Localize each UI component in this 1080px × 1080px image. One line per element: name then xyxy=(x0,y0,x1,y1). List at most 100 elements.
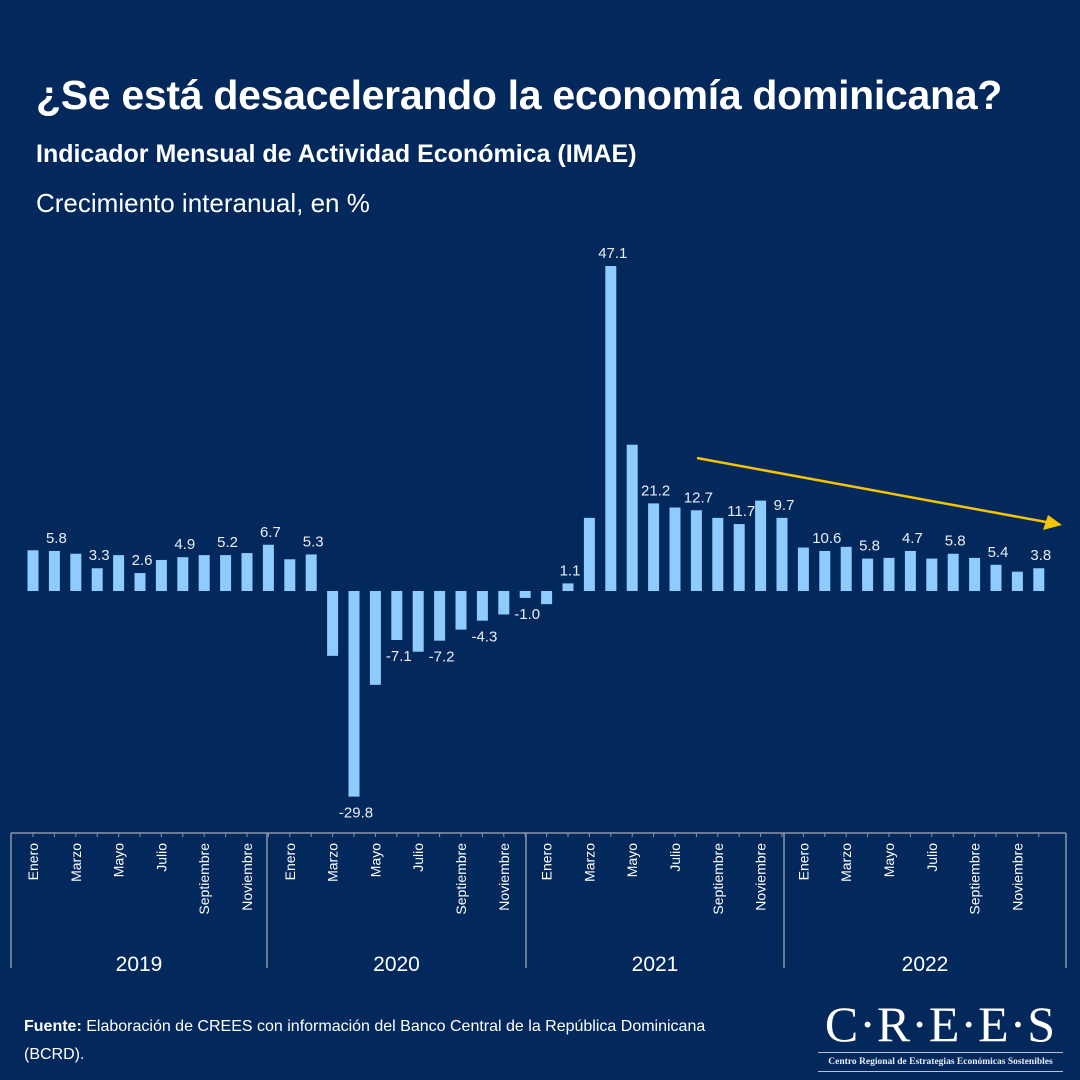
chart-subtitle: Indicador Mensual de Actividad Económica… xyxy=(36,140,637,168)
x-tick-label: Enero xyxy=(795,843,811,881)
bar xyxy=(776,517,788,591)
data-label: 10.6 xyxy=(812,530,841,547)
x-tick-label: Mayo xyxy=(624,843,640,877)
data-label: -1.0 xyxy=(514,606,540,623)
x-tick-label: Septiembre xyxy=(196,843,212,915)
x-tick-label: Enero xyxy=(539,843,555,881)
trend-arrow-head-icon xyxy=(1043,515,1062,530)
bar xyxy=(198,555,210,591)
bar xyxy=(562,583,574,591)
data-label: 5.4 xyxy=(988,544,1009,561)
bar xyxy=(626,444,638,591)
bar xyxy=(91,568,103,591)
logo-tagline: Centro Regional de Estrategias Económica… xyxy=(828,1057,1053,1067)
x-tick-label: Mayo xyxy=(111,843,127,877)
bar xyxy=(220,555,232,591)
data-label: 9.7 xyxy=(774,497,795,514)
bar xyxy=(412,591,424,652)
bar xyxy=(1033,568,1045,591)
year-label: 2020 xyxy=(373,953,420,976)
bar xyxy=(348,591,360,797)
x-tick-label: Noviembre xyxy=(239,843,255,911)
bar xyxy=(305,554,317,591)
data-label: 11.7 xyxy=(727,503,755,520)
bar xyxy=(862,558,874,591)
bar xyxy=(155,559,167,591)
data-label: -4.3 xyxy=(471,629,497,646)
logo-rule xyxy=(818,1052,1063,1053)
logo-name: C·R·E·E·S xyxy=(824,996,1057,1052)
bar xyxy=(241,553,253,591)
bar xyxy=(70,553,82,591)
data-label: 5.8 xyxy=(859,538,880,555)
bar xyxy=(519,591,531,598)
data-label: -29.8 xyxy=(339,805,373,822)
bar xyxy=(648,503,660,591)
year-label: 2019 xyxy=(116,953,163,976)
x-tick-label: Julio xyxy=(410,843,426,872)
source-note: Fuente: Elaboración de CREES con informa… xyxy=(24,1013,744,1069)
trend-arrow-line xyxy=(696,456,1047,524)
data-label: 5.8 xyxy=(945,533,966,550)
bar xyxy=(327,591,339,656)
chart-title: ¿Se está desacelerando la economía domin… xyxy=(36,72,1002,118)
data-label: 3.3 xyxy=(89,547,110,564)
bar xyxy=(690,510,702,591)
year-label: 2021 xyxy=(632,953,679,976)
bar xyxy=(369,591,381,685)
x-tick-label: Noviembre xyxy=(496,843,512,911)
data-label: 47.1 xyxy=(598,245,627,262)
x-tick-label: Septiembre xyxy=(453,843,469,915)
data-label: -7.2 xyxy=(429,649,455,666)
x-tick-label: Marzo xyxy=(581,843,597,882)
x-tick-label: Mayo xyxy=(367,843,383,877)
year-label: 2022 xyxy=(902,953,949,976)
data-label: 5.2 xyxy=(217,534,238,551)
bar xyxy=(113,555,125,591)
data-label: 1.1 xyxy=(560,562,581,579)
bar xyxy=(969,557,981,591)
bar xyxy=(840,546,852,591)
bar xyxy=(583,517,595,591)
bar xyxy=(134,573,146,591)
x-tick-label: Julio xyxy=(153,843,169,872)
bar xyxy=(1011,571,1023,591)
data-label: 4.7 xyxy=(902,530,923,547)
x-tick-label: Noviembre xyxy=(1009,843,1025,911)
bar xyxy=(819,550,831,591)
bar xyxy=(926,558,938,591)
bar xyxy=(541,591,553,605)
x-tick-label: Julio xyxy=(924,843,940,872)
bar xyxy=(883,557,895,591)
x-tick-label: Enero xyxy=(282,843,298,881)
data-label: 6.7 xyxy=(260,524,281,541)
x-tick-label: Septiembre xyxy=(710,843,726,915)
crees-logo: C·R·E·E·S Centro Regional de Estrategias… xyxy=(818,998,1063,1074)
x-tick-label: Noviembre xyxy=(753,843,769,911)
x-tick-label: Marzo xyxy=(838,843,854,882)
bar xyxy=(733,524,745,591)
data-label: 5.8 xyxy=(46,530,67,547)
bar xyxy=(797,547,809,591)
bar xyxy=(455,591,467,630)
x-tick-label: Julio xyxy=(667,843,683,872)
bar xyxy=(476,591,488,621)
x-tick-label: Mayo xyxy=(881,843,897,877)
data-label: 3.8 xyxy=(1030,547,1051,564)
data-label: 21.2 xyxy=(641,482,670,499)
data-label: -7.1 xyxy=(386,648,412,665)
x-tick-label: Marzo xyxy=(325,843,341,882)
bar xyxy=(434,591,446,641)
data-label: 5.3 xyxy=(303,533,324,550)
x-tick-label: Marzo xyxy=(68,843,84,882)
bar xyxy=(712,517,724,591)
source-label: Fuente: xyxy=(24,1018,82,1035)
data-label: 12.7 xyxy=(684,489,713,506)
bar xyxy=(904,550,916,591)
bar xyxy=(990,564,1002,591)
bar xyxy=(391,591,403,640)
bar xyxy=(177,557,189,591)
bar xyxy=(947,553,959,591)
bar xyxy=(669,507,681,591)
bar-chart: 5.8 3.3 2.6 4.9 5.2 6.7 5.3 -29.8 -7.1 -7.2 -4.3 -1… xyxy=(10,245,1067,976)
